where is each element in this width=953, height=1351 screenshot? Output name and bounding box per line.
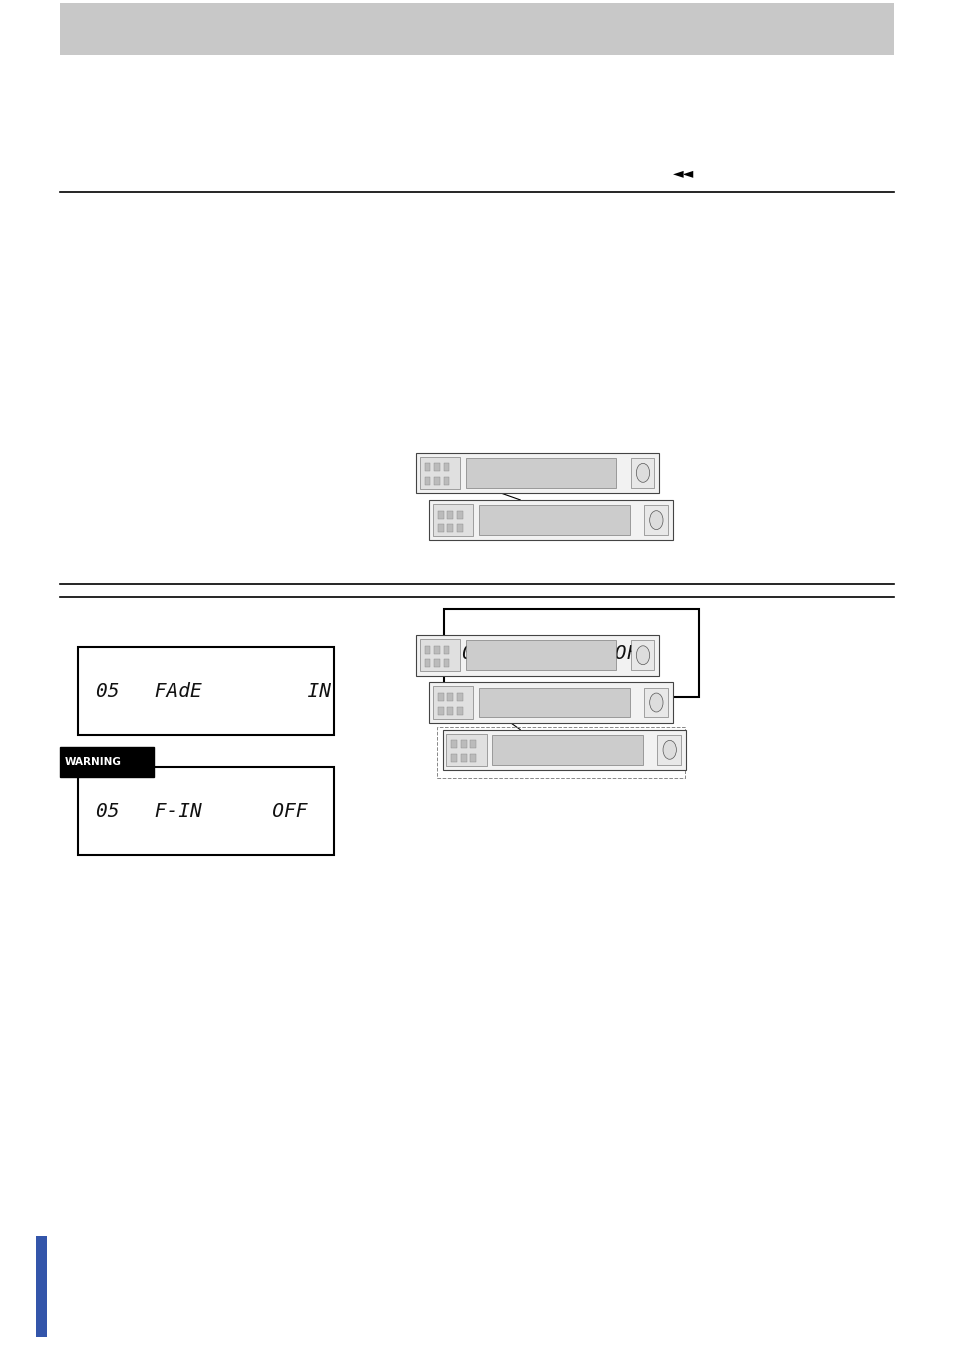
- Bar: [416, 453, 659, 493]
- Bar: [437, 693, 443, 701]
- Bar: [434, 646, 439, 654]
- Bar: [470, 754, 476, 762]
- Bar: [643, 688, 667, 717]
- Bar: [460, 754, 466, 762]
- Bar: [446, 734, 486, 766]
- Bar: [492, 735, 642, 765]
- Bar: [429, 500, 672, 540]
- Bar: [443, 659, 449, 667]
- Bar: [424, 463, 430, 471]
- Bar: [447, 693, 453, 701]
- Bar: [456, 511, 462, 519]
- Bar: [456, 707, 462, 715]
- Circle shape: [636, 463, 649, 482]
- Bar: [434, 477, 439, 485]
- Bar: [478, 688, 629, 717]
- Bar: [643, 505, 667, 535]
- Text: 05   F-OUt   OFF: 05 F-OUt OFF: [461, 643, 649, 663]
- Bar: [657, 735, 680, 765]
- FancyBboxPatch shape: [60, 747, 153, 777]
- Bar: [433, 504, 473, 536]
- Text: 05   F-IN      OFF: 05 F-IN OFF: [96, 801, 307, 821]
- FancyBboxPatch shape: [36, 1236, 47, 1337]
- Bar: [465, 640, 616, 670]
- Bar: [419, 457, 459, 489]
- FancyBboxPatch shape: [60, 3, 893, 55]
- Bar: [451, 754, 456, 762]
- Bar: [424, 477, 430, 485]
- Bar: [447, 524, 453, 532]
- Bar: [419, 639, 459, 671]
- Bar: [436, 727, 684, 778]
- Bar: [433, 686, 473, 719]
- Bar: [434, 659, 439, 667]
- Bar: [437, 511, 443, 519]
- Circle shape: [649, 693, 662, 712]
- Bar: [443, 646, 449, 654]
- Circle shape: [636, 646, 649, 665]
- Bar: [470, 740, 476, 748]
- Bar: [443, 477, 449, 485]
- Bar: [456, 524, 462, 532]
- Bar: [630, 640, 654, 670]
- Bar: [630, 458, 654, 488]
- FancyBboxPatch shape: [78, 767, 334, 855]
- Bar: [442, 730, 685, 770]
- Bar: [456, 693, 462, 701]
- Bar: [429, 682, 672, 723]
- Bar: [451, 740, 456, 748]
- Circle shape: [662, 740, 676, 759]
- Bar: [460, 740, 466, 748]
- Bar: [434, 463, 439, 471]
- FancyBboxPatch shape: [78, 647, 334, 735]
- Bar: [478, 505, 629, 535]
- Bar: [443, 463, 449, 471]
- Bar: [437, 524, 443, 532]
- FancyBboxPatch shape: [443, 609, 699, 697]
- Bar: [437, 707, 443, 715]
- Bar: [416, 635, 659, 676]
- Bar: [447, 707, 453, 715]
- Text: ◄◄: ◄◄: [672, 166, 693, 180]
- Bar: [424, 646, 430, 654]
- Bar: [465, 458, 616, 488]
- Text: 05   FAdE         IN: 05 FAdE IN: [96, 681, 331, 701]
- Text: WARNING: WARNING: [65, 757, 122, 767]
- Circle shape: [649, 511, 662, 530]
- Bar: [424, 659, 430, 667]
- Bar: [447, 511, 453, 519]
